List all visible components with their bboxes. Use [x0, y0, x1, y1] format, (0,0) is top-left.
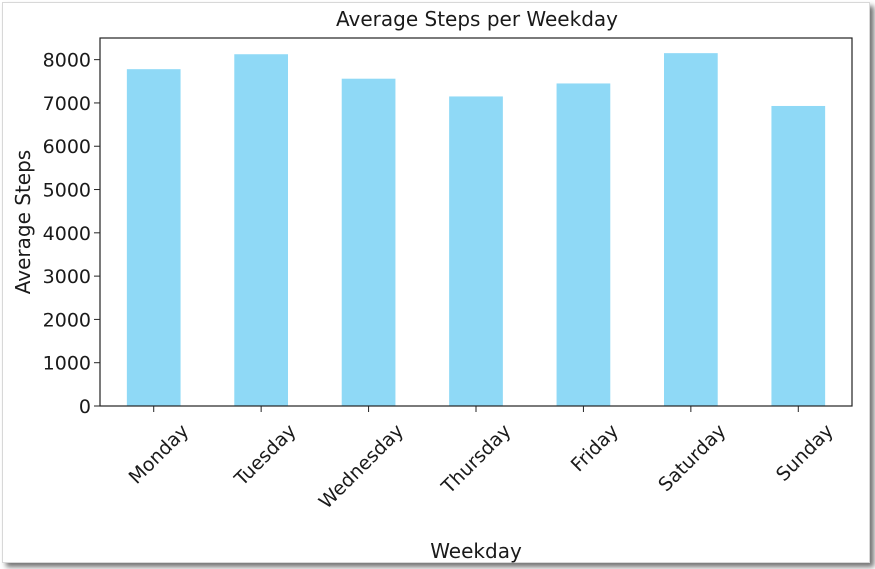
- x-tick-label: Thursday: [437, 420, 516, 499]
- y-tick-label: 3000: [43, 266, 91, 288]
- y-axis-label: Average Steps: [11, 150, 35, 294]
- bar-monday: [126, 69, 181, 407]
- y-tick-label: 5000: [43, 180, 91, 202]
- y-tick-label: 2000: [43, 309, 91, 331]
- x-tick-label: Wednesday: [315, 420, 408, 513]
- bars-group: [126, 53, 826, 407]
- bar-wednesday: [341, 78, 396, 406]
- x-axis: Monday Tuesday Wednesday Thursday Friday Satu…: [125, 406, 838, 513]
- y-tick-label: 6000: [43, 136, 91, 158]
- x-axis-label: Weekday: [430, 539, 522, 563]
- x-tick-label: Friday: [567, 420, 623, 476]
- x-tick-label: Sunday: [772, 420, 838, 486]
- bar-sunday: [771, 105, 826, 406]
- y-tick-label: 7000: [43, 93, 91, 115]
- bar-friday: [556, 83, 611, 406]
- x-tick-label: Tuesday: [230, 420, 301, 491]
- plot-area-frame: [99, 37, 853, 407]
- bar-saturday: [664, 53, 718, 406]
- bar-tuesday: [234, 54, 288, 407]
- x-tick-label: Monday: [125, 420, 194, 489]
- bar-thursday: [449, 96, 503, 407]
- y-axis: 0 1000 2000 3000 4000 5000 6000 7000 8000: [43, 50, 100, 418]
- x-tick-label: Saturday: [654, 420, 730, 496]
- y-tick-label: 4000: [43, 223, 91, 245]
- chart-title: Average Steps per Weekday: [336, 7, 618, 31]
- y-tick-label: 0: [79, 396, 91, 418]
- y-tick-label: 1000: [43, 353, 91, 375]
- y-tick-label: 8000: [43, 50, 91, 72]
